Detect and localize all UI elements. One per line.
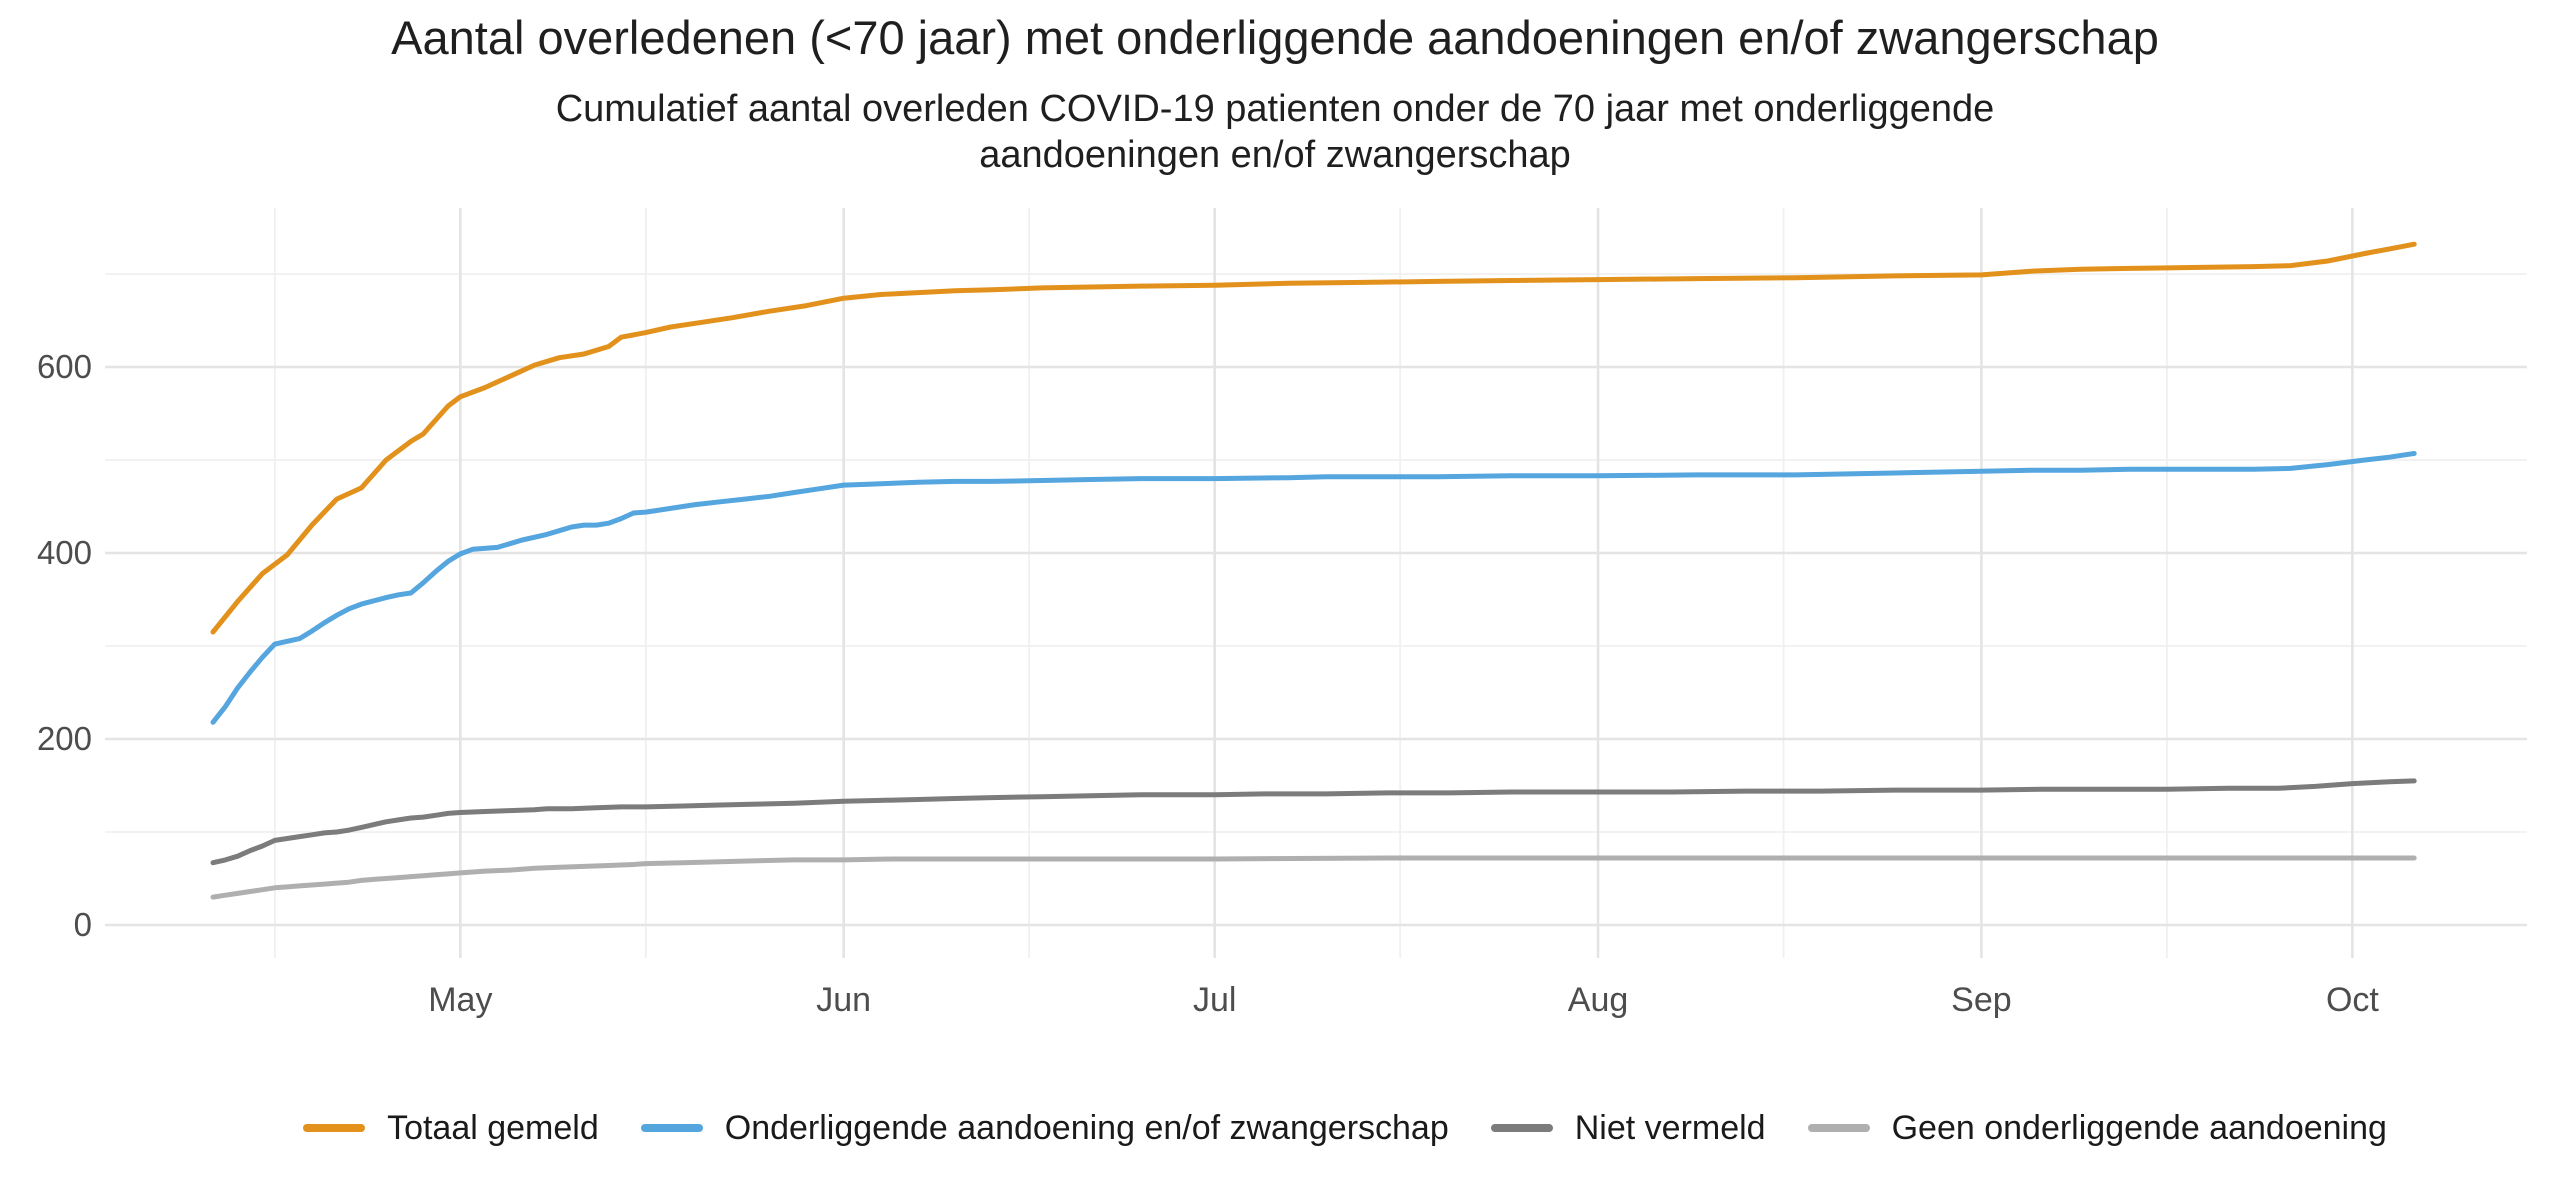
y-tick-label: 200 — [36, 720, 92, 757]
legend-key-line — [1807, 1124, 1870, 1132]
series-line — [210, 241, 2417, 635]
legend-label: Totaal gemeld — [387, 1108, 599, 1147]
x-tick-label: Jul — [1192, 981, 1237, 1019]
x-tick-label: Oct — [2325, 981, 2379, 1019]
chart-legend: Totaal gemeld Onderliggende aandoening en… — [70, 1098, 2550, 1158]
legend-item: Onderliggende aandoening en/of zwangersc… — [640, 1108, 1449, 1148]
legend-label: Onderliggende aandoening en/of zwangersc… — [724, 1108, 1449, 1147]
chart-subtitle-line2: aandoeningen en/of zwangerschap — [979, 134, 1571, 176]
x-tick-label: Aug — [1567, 981, 1629, 1019]
legend-label: Geen onderliggende aandoening — [1891, 1108, 2387, 1147]
x-tick-label: Jun — [816, 981, 872, 1019]
series-line — [210, 778, 2417, 866]
chart-subtitle-line1: Cumulatief aantal overleden COVID-19 pat… — [555, 88, 1995, 130]
chart-title: Aantal overledenen (<70 jaar) met onderl… — [391, 11, 2159, 64]
legend-key-line — [1490, 1124, 1553, 1132]
legend-label: Niet vermeld — [1574, 1108, 1766, 1147]
series-line — [210, 451, 2417, 725]
legend-item: Niet vermeld — [1490, 1108, 1766, 1148]
legend-item: Totaal gemeld — [303, 1109, 599, 1148]
y-tick-label: 400 — [36, 534, 92, 571]
y-tick-label: 0 — [73, 906, 92, 943]
legend-item: Geen onderliggende aandoening — [1807, 1108, 2387, 1148]
y-tick-label: 600 — [36, 348, 92, 385]
x-tick-label: Sep — [1951, 981, 2012, 1019]
legend-key-line — [303, 1124, 366, 1132]
series-line — [210, 855, 2417, 900]
legend-key-line — [640, 1124, 703, 1132]
x-tick-label: May — [428, 981, 493, 1019]
